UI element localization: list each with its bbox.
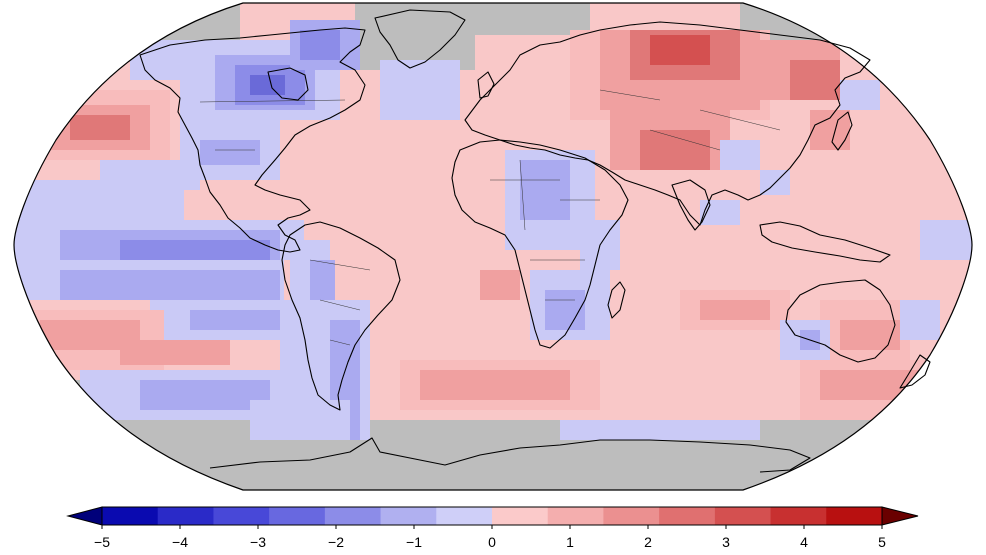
colorbar-segment: [213, 507, 270, 525]
colorbar-tick-label: −5: [94, 534, 110, 550]
anomaly-cell: [310, 260, 335, 300]
colorbar-segment: [659, 507, 716, 525]
country-borders: [199, 89, 781, 346]
colorbar-tick-label: −3: [250, 534, 266, 550]
colorbar-segment: [436, 507, 493, 525]
colorbar-segment: [380, 507, 437, 525]
japan-coastline: [831, 111, 853, 151]
anomaly-cell: [300, 30, 340, 60]
eurasia-coastline: [464, 21, 871, 226]
colorbar-tick-label: 4: [800, 534, 808, 550]
anomaly-cell: [840, 320, 900, 350]
colorbar-segment: [547, 507, 604, 525]
colorbar-segment: [492, 507, 549, 525]
anomaly-cell: [920, 220, 972, 260]
africa-coastline: [451, 139, 629, 349]
british-isles-coastline: [477, 71, 495, 99]
colorbar-segment: [603, 507, 660, 525]
colorbar-segment: [269, 507, 326, 525]
north-america-coastline: [139, 27, 366, 253]
anomaly-cell: [650, 35, 710, 65]
india-coastline: [671, 179, 711, 231]
colorbar-tick-label: 5: [878, 534, 886, 550]
colorbar-over-triangle: [881, 506, 919, 526]
colorbar-segment: [102, 507, 159, 525]
colorbar-tick-label: 0: [488, 534, 496, 550]
madagascar-coastline: [607, 281, 626, 319]
anomaly-cell: [140, 380, 270, 410]
colorbar-tick-label: −4: [172, 534, 188, 550]
anomaly-cell: [130, 40, 200, 80]
colorbar-ticks: −5 −4 −3 −2 −1 0 1 2 3 4 5: [94, 525, 886, 550]
colorbar-segment: [770, 507, 827, 525]
globe-area: [14, 3, 972, 490]
colorbar: −5 −4 −3 −2 −1 0 1 2 3 4 5: [66, 506, 919, 550]
colorbar-under-triangle: [66, 506, 103, 526]
anomaly-cell: [60, 270, 280, 300]
new-zealand-coastline: [899, 354, 931, 389]
australia-coastline: [785, 279, 896, 363]
colorbar-segment: [714, 507, 772, 525]
colorbar-tick-label: −1: [406, 534, 422, 550]
anomaly-cell: [520, 160, 570, 220]
hudson-bay-coastline: [267, 67, 309, 101]
anomaly-cell: [470, 3, 590, 35]
anomaly-cell: [190, 310, 300, 330]
anomaly-cell: [640, 130, 710, 170]
anomaly-cell: [700, 300, 770, 320]
anomaly-cell: [810, 110, 850, 150]
anomaly-cell: [545, 290, 585, 330]
anomaly-cell: [900, 300, 940, 340]
anomaly-cell: [480, 270, 520, 300]
anomaly-cell: [740, 3, 972, 45]
anomaly-cell: [380, 60, 460, 120]
anomaly-cell: [840, 80, 880, 110]
south-america-coastline: [281, 221, 401, 411]
anomaly-cell: [70, 115, 130, 140]
colorbar-segments: [101, 506, 883, 526]
anomaly-cell: [120, 240, 270, 260]
globe-outline: [13, 2, 973, 491]
anomaly-cell: [420, 370, 570, 400]
anomaly-cell: [200, 140, 260, 165]
anomaly-cell: [120, 340, 230, 365]
colorbar-segment: [324, 507, 382, 525]
anomaly-cell: [14, 420, 972, 490]
anomaly-cell: [790, 60, 840, 100]
colorbar-tick-label: 1: [566, 534, 574, 550]
colorbar-segment: [157, 507, 214, 525]
colorbar-tick-label: −2: [328, 534, 344, 550]
colorbar-segment: [826, 507, 883, 525]
anomaly-cell: [250, 75, 285, 95]
anomaly-cell: [820, 370, 920, 400]
colorbar-tick-label: 2: [644, 534, 652, 550]
indonesia-coastline: [759, 221, 891, 263]
antarctica-coastline: [209, 437, 811, 473]
anomaly-cell: [560, 420, 760, 440]
land-outlines: [139, 9, 931, 473]
anomaly-cell: [720, 140, 760, 170]
colorbar-tick-label: 3: [722, 534, 730, 550]
anomaly-cell: [250, 400, 350, 440]
greenland-coastline: [374, 9, 466, 69]
